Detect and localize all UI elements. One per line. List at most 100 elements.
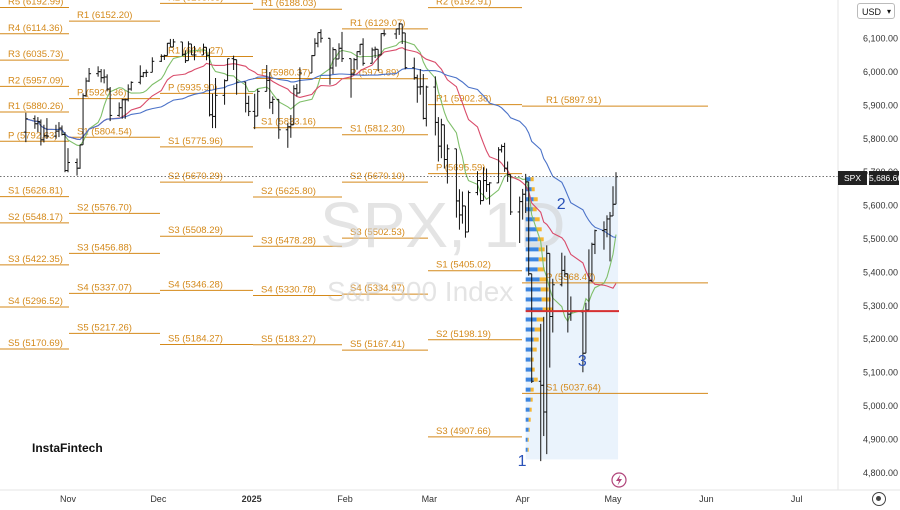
candle (312, 38, 317, 57)
pivot-label: S4 (5346.28) (168, 279, 223, 290)
pivot-label: S4 (5334.97) (350, 283, 405, 294)
volume-bar-orange (541, 297, 551, 302)
candle (361, 38, 366, 66)
pivot-label: S5 (5170.69) (8, 338, 63, 349)
volume-bar-orange (530, 177, 534, 182)
pivot-label: R5 (6192.99) (8, 0, 63, 8)
volume-bar-orange (530, 397, 533, 402)
price-tick-label: 4,800.00 (863, 468, 898, 478)
candle (99, 68, 104, 83)
price-tick-label: 5,800.00 (863, 134, 898, 144)
pivot-label: R4 (6114.36) (8, 23, 63, 34)
volume-bar-blue (525, 437, 528, 442)
time-tick-label: May (604, 494, 622, 504)
candles-layer (23, 22, 619, 462)
flash-icon[interactable] (611, 472, 627, 488)
watermark: SPX, 1D S&P 500 Index (320, 189, 565, 307)
volume-bar-blue (525, 267, 538, 272)
last-price-tag: 5,686.66 (869, 171, 900, 185)
candle (129, 81, 134, 91)
candle (44, 118, 49, 139)
volume-bar-orange (537, 267, 545, 272)
pivot-label: S2 (5670.29) (168, 171, 223, 182)
volume-bar-blue (525, 377, 534, 382)
wave-label: 3 (578, 353, 587, 370)
time-tick-label: Jun (699, 494, 714, 504)
candle (270, 96, 275, 115)
volume-bar-orange (528, 427, 530, 432)
candle (294, 84, 299, 97)
candle (159, 54, 164, 62)
volume-bar-blue (525, 257, 539, 262)
price-tick-label: 5,300.00 (863, 301, 898, 311)
volume-bar-blue (525, 277, 540, 282)
volume-bar-blue (525, 317, 537, 322)
pivot-label: S4 (5296.52) (8, 296, 63, 307)
price-tick-label: 6,000.00 (863, 67, 898, 77)
candle (102, 69, 107, 84)
candle (505, 161, 510, 182)
price-tick-label: 5,400.00 (863, 267, 898, 277)
candle (327, 37, 332, 85)
pivot-label: S3 (5502.53) (350, 227, 405, 238)
candle (78, 144, 83, 169)
candle (246, 95, 251, 117)
candle (210, 93, 215, 129)
candle (225, 58, 230, 82)
price-tick-label: 4,900.00 (863, 434, 898, 444)
volume-bar-orange (531, 367, 535, 372)
ma-slow-line (25, 67, 617, 238)
price-axis[interactable]: 6,100.006,000.005,900.005,800.005,700.00… (837, 0, 898, 490)
pivot-label: S1 (5804.54) (77, 126, 132, 137)
wave-label: 1 (518, 453, 527, 470)
volume-bar-orange (534, 217, 540, 222)
candle (108, 87, 113, 122)
pivot-label: S3 (4907.66) (436, 426, 491, 437)
volume-bar-blue (525, 427, 529, 432)
candle (592, 229, 597, 255)
candle (150, 57, 155, 73)
price-tick-label: 5,000.00 (863, 401, 898, 411)
volume-bar-orange (529, 407, 532, 412)
candle (403, 32, 408, 70)
volume-bar-blue (525, 347, 533, 352)
candle (35, 117, 40, 133)
symbol-tag: SPX (838, 171, 867, 185)
time-axis[interactable]: Nov Dec 2025 Feb Mar Apr May Jun Jul (0, 489, 900, 504)
pivot-label: S1 (5037.64) (546, 382, 601, 393)
candle (117, 102, 122, 117)
currency-selector[interactable]: USD ▾ (857, 3, 895, 19)
pivot-label: S1 (5833.16) (261, 117, 316, 128)
pivot-label: S2 (5670.10) (350, 171, 405, 182)
volume-bar-orange (540, 287, 549, 292)
pivot-label: R1 (6188.03) (261, 0, 316, 9)
price-tick-label: 5,900.00 (863, 100, 898, 110)
candle (340, 31, 345, 62)
brand-label: InstaFintech (32, 441, 103, 455)
candle (424, 85, 429, 127)
pivot-label: S4 (5330.78) (261, 285, 316, 296)
candle (330, 47, 335, 75)
volume-bar-orange (533, 197, 538, 202)
volume-bar-orange (537, 237, 544, 242)
time-tick-label: 2025 (242, 494, 262, 504)
volume-bar-blue (525, 447, 528, 452)
pivot-label: S2 (5548.17) (8, 212, 63, 223)
candle (213, 78, 218, 129)
pivot-levels-layer: R5 (6192.99) R4 (6114.36) R3 (6035.73) R2 (… (0, 0, 708, 438)
ma-fast-line (25, 40, 617, 323)
volume-bar-orange (528, 417, 531, 422)
candle (87, 67, 92, 83)
candle (445, 144, 450, 184)
candle (496, 147, 501, 184)
reference-lines-layer (0, 176, 838, 313)
volume-bar-orange (534, 327, 541, 332)
candle (418, 68, 423, 95)
volume-bar-orange (532, 207, 537, 212)
pivot-label: R3 (6035.73) (8, 49, 63, 60)
pivot-label: S5 (5184.27) (168, 333, 223, 344)
settings-gear-icon[interactable] (872, 492, 886, 506)
candle (23, 112, 28, 143)
volume-bar-orange (536, 317, 544, 322)
pivot-label: R2 (6192.91) (436, 0, 491, 8)
